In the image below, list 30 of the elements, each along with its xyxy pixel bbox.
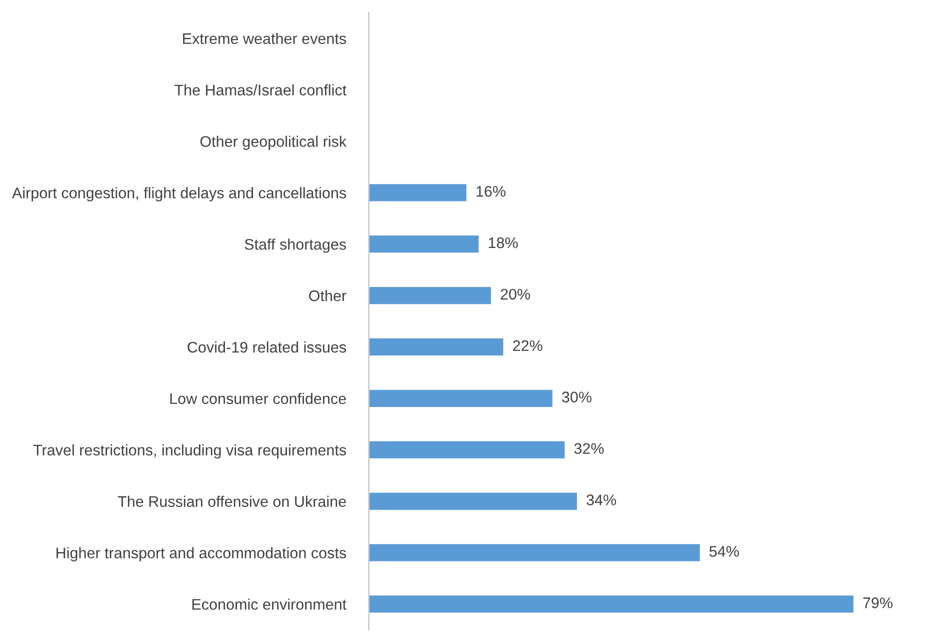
bar — [368, 182, 468, 203]
data-label: 18% — [488, 237, 518, 248]
y-tick-label: Higher transport and accommodation costs — [56, 547, 346, 562]
bar — [368, 388, 554, 408]
data-label: 22% — [513, 340, 542, 352]
bar — [368, 440, 566, 460]
data-label: 54% — [709, 546, 739, 557]
bar — [368, 542, 702, 563]
bar — [368, 594, 855, 614]
y-tick-label: The Hamas/Israel conflict — [174, 84, 346, 96]
bar — [368, 337, 505, 357]
data-label: 30% — [562, 392, 592, 402]
data-label: 34% — [586, 494, 616, 506]
y-tick-label: Travel restrictions, including visa requirements — [33, 444, 346, 459]
bar — [368, 234, 480, 254]
y-tick-label: Extreme weather events — [183, 32, 346, 44]
y-tick-label: Other geopolitical risk — [200, 136, 347, 150]
y-tick-label: The Russian offensive on Ukraine — [118, 496, 346, 507]
data-label: 16% — [476, 186, 506, 197]
y-tick-label: Economic environment — [192, 598, 346, 610]
y-tick-label: Covid-19 related issues — [188, 341, 346, 353]
data-label: 20% — [500, 288, 530, 300]
data-label: 32% — [574, 443, 604, 454]
y-tick-label: Low consumer confidence — [170, 392, 346, 404]
data-label: 79% — [863, 597, 892, 608]
y-tick-label: Airport congestion, flight delays and cancellations — [12, 187, 346, 202]
bar — [368, 491, 578, 512]
y-tick-label: Other — [309, 290, 346, 302]
bar — [368, 286, 492, 306]
y-tick-label: Staff shortages — [244, 238, 346, 253]
